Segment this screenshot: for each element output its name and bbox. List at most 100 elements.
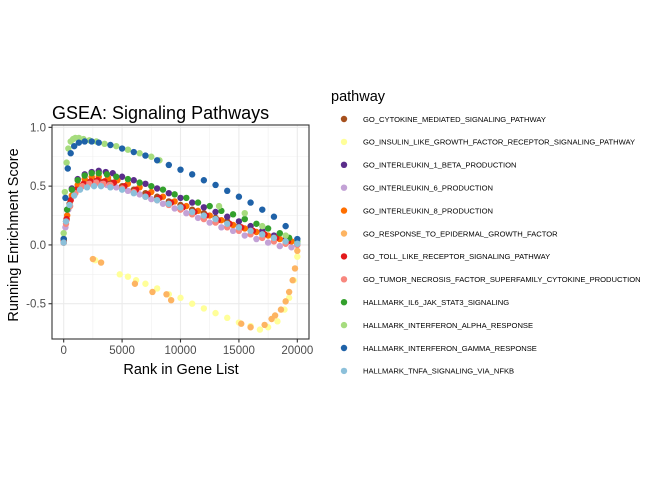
data-point bbox=[183, 194, 190, 202]
data-point bbox=[247, 324, 254, 331]
legend-key bbox=[340, 276, 348, 283]
data-point bbox=[118, 173, 126, 180]
data-point bbox=[171, 205, 178, 212]
data-point bbox=[194, 199, 202, 206]
data-point bbox=[200, 177, 208, 184]
legend-item: GO_TUMOR_NECROSIS_FACTOR_SUPERFAMILY_CYT… bbox=[340, 275, 641, 284]
y-tick-label: -0.5 bbox=[26, 299, 46, 311]
legend-item: GO_TOLL_LIKE_RECEPTOR_SIGNALING_PATHWAY bbox=[340, 252, 550, 261]
data-point bbox=[142, 193, 149, 200]
data-point bbox=[62, 218, 70, 225]
data-point bbox=[215, 202, 223, 210]
data-point bbox=[188, 199, 196, 206]
data-point bbox=[247, 199, 254, 206]
data-point bbox=[188, 171, 196, 178]
data-point bbox=[294, 247, 301, 255]
data-point bbox=[159, 186, 167, 193]
data-point bbox=[212, 208, 219, 216]
data-point bbox=[136, 150, 143, 157]
legend-key bbox=[340, 299, 348, 306]
data-point bbox=[67, 150, 74, 157]
data-point bbox=[130, 148, 137, 156]
data-point bbox=[142, 152, 149, 159]
data-point bbox=[276, 229, 283, 237]
data-point bbox=[276, 242, 283, 250]
data-point bbox=[136, 179, 143, 186]
data-point bbox=[165, 200, 173, 207]
legend-item: GO_INTERLEUKIN_8_PRODUCTION bbox=[340, 206, 493, 215]
data-point bbox=[235, 193, 243, 200]
data-point bbox=[241, 215, 248, 223]
legend-item: HALLMARK_INTERFERON_GAMMA_RESPONSE bbox=[340, 344, 537, 353]
data-point bbox=[271, 312, 279, 319]
legend-item: HALLMARK_INTERFERON_ALPHA_RESPONSE bbox=[340, 321, 533, 330]
data-point bbox=[95, 139, 102, 146]
legend-label: HALLMARK_INTERFERON_ALPHA_RESPONSE bbox=[363, 321, 533, 330]
x-tick-label: 10000 bbox=[165, 345, 197, 357]
data-point bbox=[241, 232, 248, 239]
data-point bbox=[148, 153, 155, 160]
data-point bbox=[75, 139, 83, 146]
data-point bbox=[212, 215, 219, 223]
legend-label: GO_INTERLEUKIN_1_BETA_PRODUCTION bbox=[363, 161, 516, 170]
data-point bbox=[224, 220, 231, 227]
data-point bbox=[253, 220, 260, 227]
legend-item: GO_INTERLEUKIN_1_BETA_PRODUCTION bbox=[340, 161, 516, 170]
data-point bbox=[60, 229, 67, 237]
data-point bbox=[101, 140, 108, 148]
data-point bbox=[224, 187, 231, 195]
data-point bbox=[270, 234, 278, 242]
series-8 bbox=[60, 170, 301, 245]
x-axis-label: Rank in Gene List bbox=[123, 362, 238, 378]
data-point bbox=[259, 222, 266, 230]
data-point bbox=[229, 211, 237, 218]
series-11 bbox=[60, 182, 301, 247]
legend-key bbox=[340, 321, 348, 329]
data-point bbox=[171, 191, 178, 198]
legend-label: HALLMARK_IL6_JAK_STAT3_SIGNALING bbox=[363, 298, 509, 307]
data-point bbox=[118, 186, 126, 193]
data-point bbox=[64, 165, 71, 172]
data-point bbox=[183, 209, 190, 217]
legend-item: GO_INTERLEUKIN_6_PRODUCTION bbox=[340, 184, 493, 193]
data-point bbox=[107, 184, 114, 191]
data-point bbox=[148, 195, 155, 203]
data-point bbox=[149, 288, 156, 296]
data-point bbox=[83, 184, 91, 191]
series-10 bbox=[60, 138, 301, 243]
legend-key bbox=[340, 344, 348, 352]
data-point bbox=[177, 204, 184, 211]
legend-label: GO_TOLL_LIKE_RECEPTOR_SIGNALING_PATHWAY bbox=[363, 252, 550, 261]
data-point bbox=[294, 253, 301, 260]
legend-item: HALLMARK_TNFA_SIGNALING_VIA_NFKB bbox=[340, 367, 514, 376]
data-point bbox=[90, 182, 98, 190]
data-point bbox=[224, 314, 231, 322]
legend-label: GO_CYTOKINE_MEDIATED_SIGNALING_PATHWAY bbox=[363, 115, 546, 124]
data-point bbox=[261, 321, 268, 329]
y-tick-label: 0.5 bbox=[30, 181, 46, 193]
data-point bbox=[153, 197, 161, 204]
data-point bbox=[68, 186, 76, 193]
legend-label: HALLMARK_TNFA_SIGNALING_VIA_NFKB bbox=[363, 367, 514, 376]
data-point bbox=[264, 225, 272, 232]
data-point bbox=[177, 194, 184, 202]
data-point bbox=[288, 244, 295, 251]
legend-label: GO_INTERLEUKIN_6_PRODUCTION bbox=[363, 184, 493, 193]
data-point bbox=[294, 235, 301, 243]
data-point bbox=[194, 214, 202, 222]
data-point bbox=[95, 170, 102, 177]
data-point bbox=[291, 265, 299, 272]
data-point bbox=[76, 186, 84, 193]
data-point bbox=[165, 190, 173, 197]
data-point bbox=[289, 277, 296, 284]
data-point bbox=[97, 182, 105, 190]
data-point bbox=[71, 192, 78, 199]
data-point bbox=[188, 208, 196, 216]
data-point bbox=[142, 180, 149, 187]
data-point bbox=[270, 213, 278, 220]
data-point bbox=[61, 188, 69, 196]
data-point bbox=[235, 218, 243, 225]
legend-key bbox=[340, 184, 348, 191]
data-point bbox=[71, 142, 78, 150]
data-point bbox=[153, 285, 161, 292]
